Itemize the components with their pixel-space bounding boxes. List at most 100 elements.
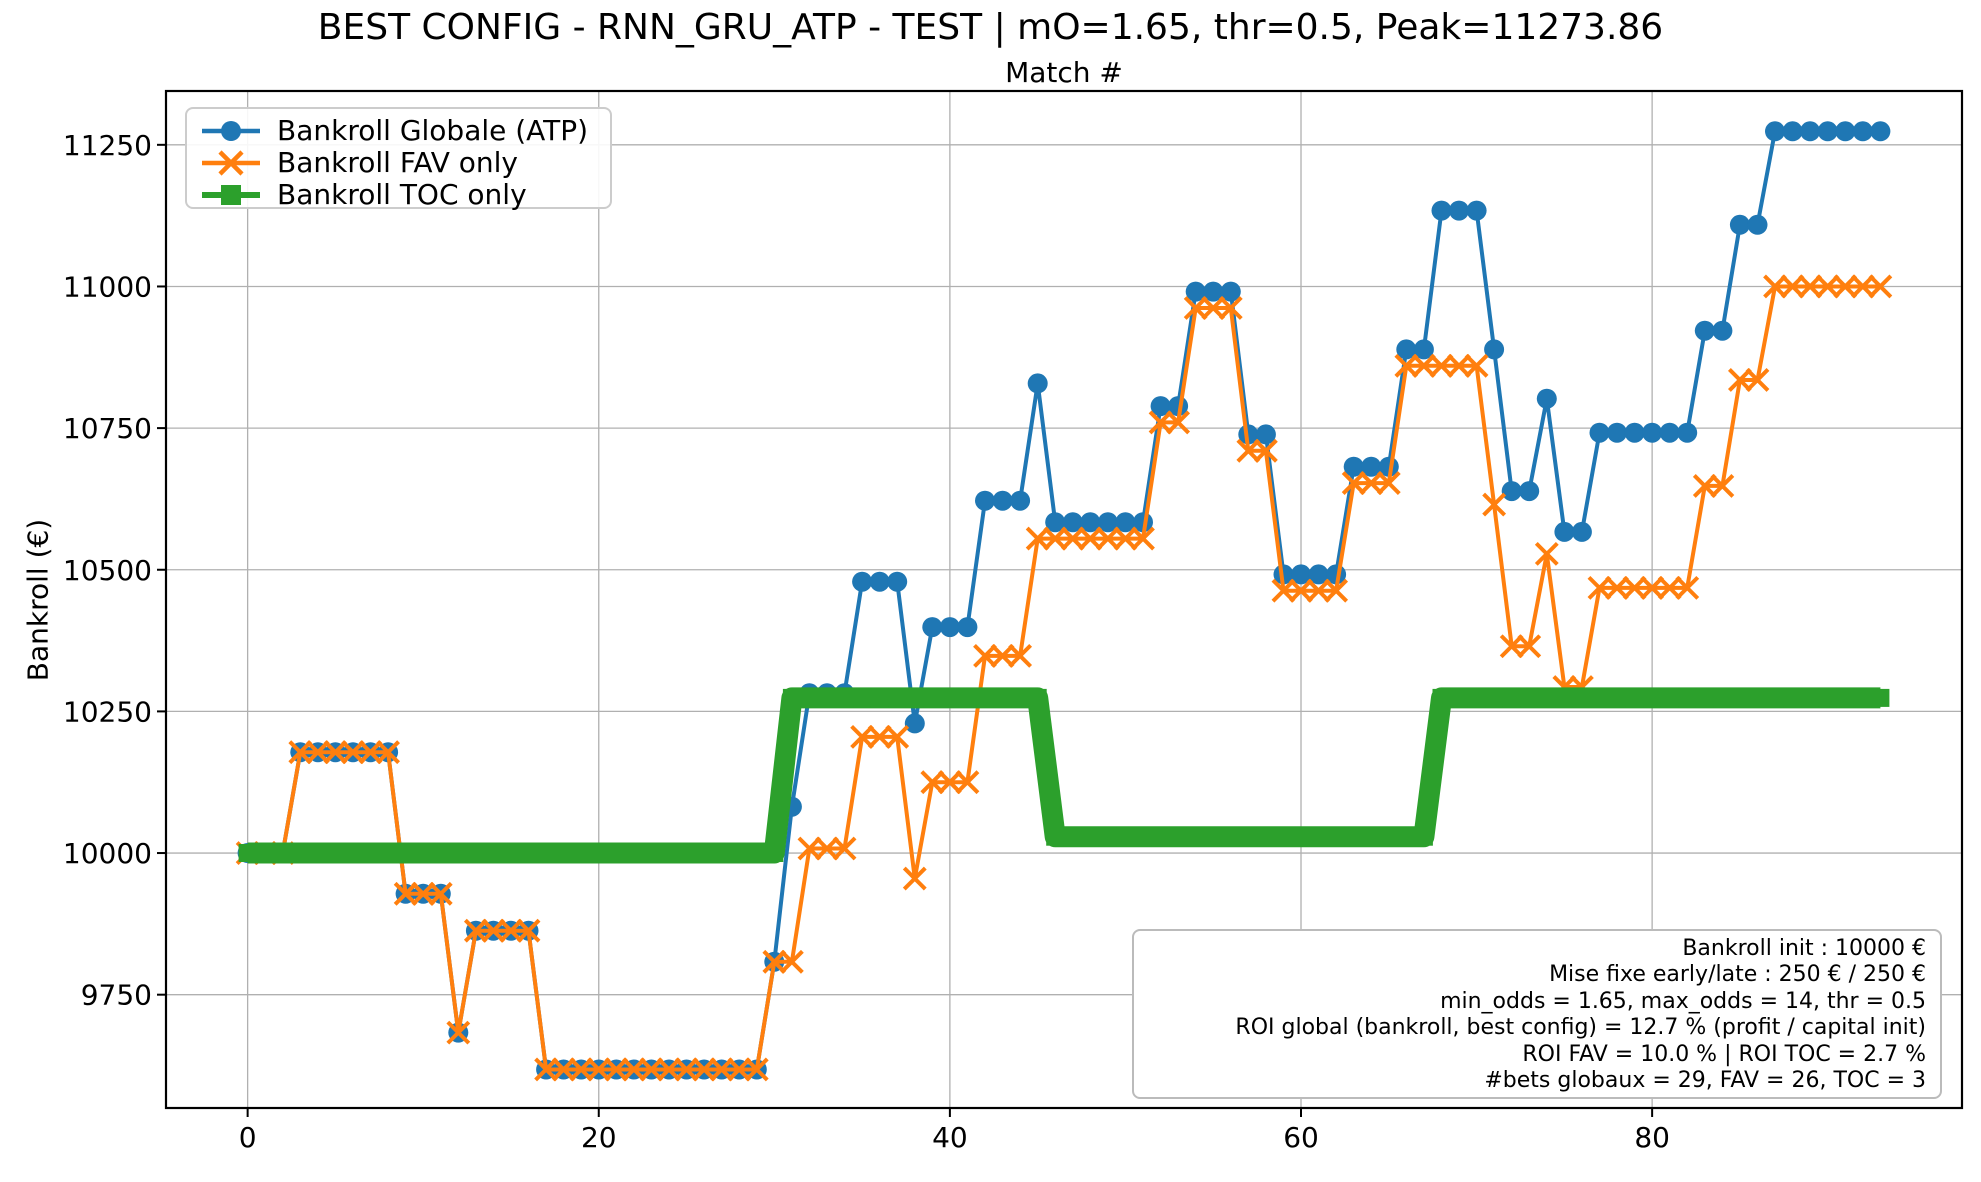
data-point-x <box>1359 471 1384 495</box>
data-point-circle <box>1712 320 1733 341</box>
data-point-square <box>1502 688 1521 707</box>
data-point-square <box>905 688 924 707</box>
data-point-square <box>449 844 468 862</box>
y-tick-label: 9750 <box>81 979 152 1012</box>
data-point-x <box>1868 274 1893 299</box>
data-point-x <box>692 1057 717 1082</box>
data-point-circle <box>1571 521 1592 542</box>
data-point-square <box>1783 688 1802 707</box>
data-point-square <box>1397 827 1416 846</box>
data-point-x <box>1464 353 1489 378</box>
data-point-x <box>885 724 910 749</box>
data-point-square <box>1344 827 1363 846</box>
data-point-x <box>779 949 804 974</box>
y-tick-label: 10500 <box>63 554 152 587</box>
data-point-x <box>657 1057 681 1082</box>
data-point-square <box>537 844 556 862</box>
data-point-x <box>393 881 418 906</box>
data-point-square <box>273 844 292 862</box>
data-point-x <box>1727 368 1752 392</box>
data-point-square <box>431 844 450 862</box>
data-point-square <box>1660 688 1679 707</box>
data-point-circle <box>1062 512 1083 533</box>
data-point-square <box>1379 827 1398 846</box>
data-point-square <box>730 844 749 862</box>
x-tick-label: 20 <box>581 1121 617 1154</box>
data-point-x <box>1025 526 1050 551</box>
data-point-square <box>940 688 959 707</box>
data-point-x <box>1710 473 1735 498</box>
data-point-square <box>1274 827 1293 846</box>
data-point-square <box>747 844 766 862</box>
data-point-x <box>937 770 962 795</box>
legend: Bankroll Globale (ATP) Bankroll FAV only… <box>185 107 612 210</box>
data-point-x <box>815 836 839 861</box>
data-point-x <box>1675 575 1700 600</box>
data-point-x <box>1833 274 1858 299</box>
x-marker-icon <box>202 150 260 176</box>
data-point-circle <box>1027 373 1048 394</box>
data-point-circle <box>887 571 908 592</box>
data-point-circle <box>957 617 978 638</box>
data-point-square <box>853 688 872 707</box>
x-tick-label: 0 <box>239 1121 257 1154</box>
legend-label: Bankroll FAV only <box>277 146 518 179</box>
data-point-circle <box>1413 339 1434 360</box>
data-point-x <box>1201 296 1226 320</box>
data-point-square <box>1836 688 1855 707</box>
data-point-x <box>428 881 453 906</box>
data-point-x <box>1113 526 1138 551</box>
stats-line: ROI global (bankroll, best config) = 12.… <box>1235 1015 1926 1041</box>
data-point-square <box>1520 688 1539 707</box>
data-point-circle <box>1010 490 1031 511</box>
data-point-square <box>1555 688 1574 707</box>
legend-label: Bankroll Globale (ATP) <box>277 114 589 147</box>
data-point-x <box>1131 526 1155 551</box>
legend-item-fav: Bankroll FAV only <box>199 147 598 179</box>
stats-line: Mise fixe early/late : 250 € / 250 € <box>1549 962 1926 988</box>
data-point-circle <box>1203 281 1224 302</box>
data-point-x <box>516 918 541 943</box>
data-point-x <box>1324 578 1349 603</box>
data-point-x <box>288 740 313 765</box>
data-point-circle <box>904 713 925 734</box>
data-point-square <box>1450 688 1468 707</box>
data-point-square <box>1327 827 1346 846</box>
data-point-square <box>1871 688 1890 707</box>
data-point-circle <box>922 617 943 638</box>
data-point-x <box>1078 526 1103 551</box>
data-point-x <box>1429 353 1454 378</box>
data-point-x <box>762 949 787 974</box>
data-point-square <box>1204 827 1223 846</box>
data-point-x <box>551 1057 576 1082</box>
data-point-x <box>1095 526 1120 551</box>
data-point-x <box>744 1057 769 1082</box>
data-point-x <box>920 770 945 795</box>
data-point-x <box>1341 471 1366 495</box>
data-point-square <box>1169 827 1188 846</box>
data-point-square <box>695 844 714 862</box>
data-point-square <box>256 844 275 862</box>
data-point-circle <box>1045 512 1066 533</box>
data-point-square <box>642 844 661 862</box>
data-point-x <box>1815 274 1840 299</box>
data-point-square <box>1625 688 1644 707</box>
data-point-circle <box>1291 564 1311 585</box>
data-point-x <box>1236 438 1261 463</box>
x-tick-label: 60 <box>1283 1121 1319 1154</box>
data-point-x <box>1376 471 1401 495</box>
data-point-square <box>1713 688 1732 707</box>
data-point-x <box>639 1057 664 1082</box>
data-point-square <box>361 844 380 862</box>
y-tick-label: 11250 <box>63 129 152 162</box>
data-point-square <box>1818 688 1837 707</box>
stats-line: #bets globaux = 29, FAV = 26, TOC = 3 <box>1484 1068 1926 1094</box>
data-point-square <box>1292 827 1310 846</box>
data-point-circle <box>1852 121 1873 142</box>
data-point-circle <box>1694 320 1715 341</box>
data-point-square <box>1134 827 1152 846</box>
data-point-circle <box>1449 200 1469 221</box>
data-point-x <box>1850 274 1875 299</box>
data-point-square <box>1414 827 1433 846</box>
data-point-circle <box>1255 424 1276 445</box>
